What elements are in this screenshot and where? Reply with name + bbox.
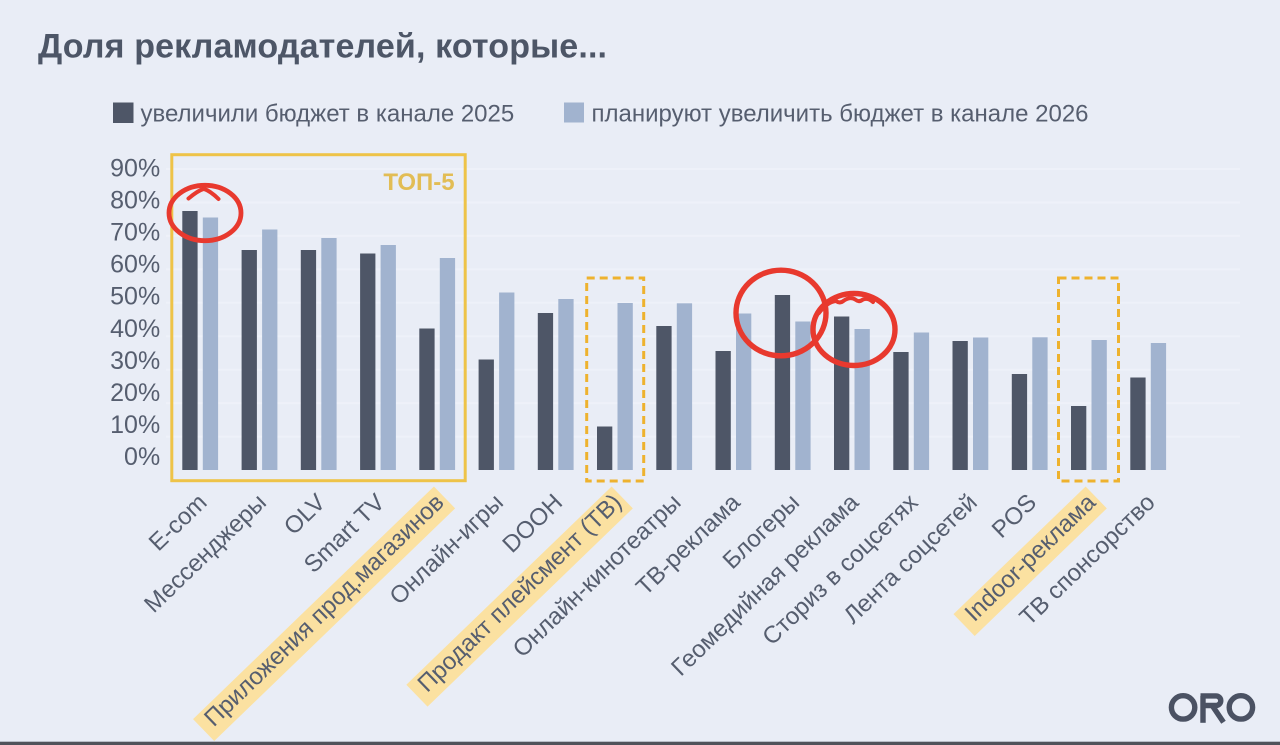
svg-text:70%: 70% <box>110 219 160 247</box>
svg-text:ТОП-5: ТОП-5 <box>383 169 454 196</box>
svg-text:Доля рекламодателей, которые..: Доля рекламодателей, которые... <box>38 28 607 66</box>
svg-text:60%: 60% <box>110 251 160 279</box>
svg-text:планируют увеличить бюджет в к: планируют увеличить бюджет в канале 2026 <box>592 101 1089 128</box>
svg-text:10%: 10% <box>110 411 160 439</box>
svg-text:увеличили бюджет в канале 2025: увеличили бюджет в канале 2025 <box>141 101 515 128</box>
svg-text:40%: 40% <box>110 315 160 343</box>
svg-text:80%: 80% <box>110 187 160 215</box>
svg-text:50%: 50% <box>110 283 160 311</box>
svg-text:90%: 90% <box>110 154 160 182</box>
svg-text:0%: 0% <box>124 443 160 471</box>
svg-text:30%: 30% <box>110 347 160 375</box>
svg-text:20%: 20% <box>110 379 160 407</box>
